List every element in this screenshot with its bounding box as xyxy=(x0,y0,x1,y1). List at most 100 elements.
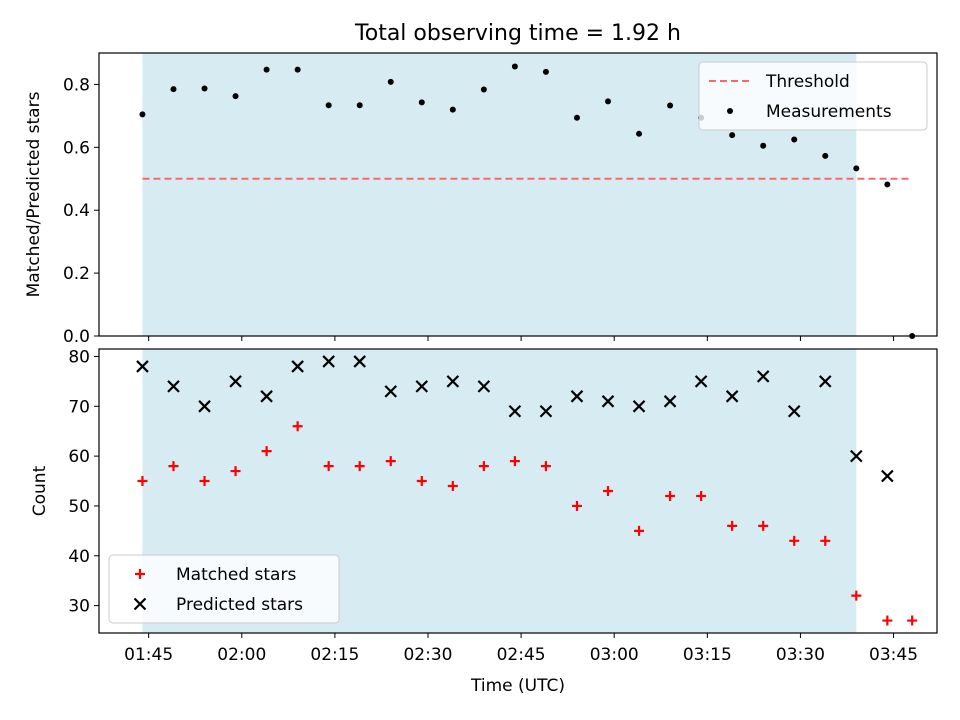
matched-star-point xyxy=(478,461,489,472)
predicted-star-point xyxy=(787,405,801,418)
predicted-star-point xyxy=(198,400,211,413)
measurement-point xyxy=(325,102,332,109)
matched-star-point xyxy=(882,615,893,626)
measurement-point xyxy=(418,99,425,106)
measurement-point xyxy=(170,86,177,93)
predicted-star-point xyxy=(353,355,366,368)
matched-star-point xyxy=(292,421,303,432)
matched-star-point xyxy=(230,466,241,477)
predicted-star-point xyxy=(539,405,553,418)
measurement-point xyxy=(822,152,829,159)
measurement-point xyxy=(853,165,860,172)
figure-title: Total observing time = 1.92 h xyxy=(354,21,681,46)
measurement-point xyxy=(201,85,208,92)
y-tick-label: 30 xyxy=(68,597,90,617)
y-tick-label: 0.0 xyxy=(63,327,90,347)
y-axis-label: Matched/Predicted stars xyxy=(24,91,44,297)
legend-predicted-swatch xyxy=(133,597,147,611)
x-tick-label: 03:45 xyxy=(869,645,918,665)
measurement-point xyxy=(232,93,239,100)
x-tick-label: 03:15 xyxy=(683,645,732,665)
legend: Threshold Measurements xyxy=(698,61,928,131)
matched-star-point xyxy=(758,520,769,531)
measurement-point xyxy=(573,114,580,121)
x-tick-label: 02:30 xyxy=(403,645,452,665)
predicted-star-point xyxy=(725,390,739,403)
predicted-star-point xyxy=(446,375,460,388)
y-tick-label: 50 xyxy=(68,497,90,517)
matched-star-point xyxy=(571,500,582,511)
matched-star-point xyxy=(603,486,614,496)
y-tick-label: 0.8 xyxy=(63,75,90,95)
measurement-point xyxy=(263,66,270,73)
measurement-point xyxy=(884,181,891,188)
predicted-star-point xyxy=(229,375,242,388)
y-tick-label: 70 xyxy=(68,397,90,417)
y-tick-label: 80 xyxy=(68,347,90,367)
predicted-star-point xyxy=(632,400,646,413)
predicted-star-point xyxy=(663,395,677,408)
predicted-star-point xyxy=(601,395,615,408)
predicted-star-point xyxy=(167,380,180,393)
predicted-star-point xyxy=(415,380,429,393)
predicted-star-point xyxy=(384,385,398,398)
matched-star-point xyxy=(509,456,520,467)
predicted-star-point xyxy=(291,360,304,373)
matched-star-point xyxy=(820,535,831,546)
measurement-point xyxy=(356,102,363,109)
y-tick-label: 0.2 xyxy=(63,264,90,284)
measurement-point xyxy=(667,102,674,109)
matched-star-point xyxy=(168,461,179,472)
measurement-point xyxy=(387,78,394,85)
measurement-point xyxy=(636,130,643,137)
measurement-point xyxy=(605,98,612,105)
predicted-star-point xyxy=(322,355,335,368)
measurement-point xyxy=(729,132,736,139)
measurement-point xyxy=(760,142,767,149)
y-tick-label: 0.6 xyxy=(63,138,90,158)
legend: Matched stars Predicted stars xyxy=(108,554,340,624)
matched-star-point xyxy=(696,490,707,501)
x-tick-label: 03:30 xyxy=(776,645,825,665)
matched-star-point xyxy=(354,461,365,472)
matched-star-point xyxy=(907,615,918,626)
measurement-point xyxy=(480,86,487,93)
y-axis-label: Count xyxy=(30,465,50,516)
legend-box xyxy=(108,554,340,624)
matched-star-point xyxy=(727,520,738,531)
y-tick-label: 60 xyxy=(68,447,90,467)
matched-star-point xyxy=(540,461,551,472)
matched-star-point xyxy=(634,525,645,536)
legend-box xyxy=(698,61,928,131)
matched-star-point xyxy=(416,476,427,487)
matched-star-point xyxy=(447,481,458,492)
matched-star-point xyxy=(261,446,272,457)
x-tick-label: 02:15 xyxy=(310,645,359,665)
measurement-point xyxy=(449,106,456,113)
legend-label: Matched stars xyxy=(176,565,296,585)
measurement-point xyxy=(294,66,301,73)
predicted-star-point xyxy=(570,390,584,403)
matched-star-point xyxy=(665,490,676,501)
plot-frame xyxy=(98,348,938,634)
y-tick-label: 40 xyxy=(68,547,90,567)
predicted-star-point xyxy=(136,360,149,373)
matched-star-point xyxy=(137,476,148,487)
matched-star-point xyxy=(199,476,210,487)
predicted-star-point xyxy=(756,370,770,383)
x-tick-label: 02:45 xyxy=(497,645,546,665)
legend-label: Predicted stars xyxy=(176,595,303,615)
predicted-star-point xyxy=(260,390,273,403)
x-tick-label: 02:00 xyxy=(217,645,266,665)
legend-measurements-swatch xyxy=(727,108,733,114)
predicted-star-point xyxy=(694,375,708,388)
predicted-star-point xyxy=(881,469,894,483)
x-tick-label: 01:45 xyxy=(124,645,173,665)
bottom-panel: 30 40 50 60 70 80 Count 01:45 02:00 02:15 02:30 02:… xyxy=(30,347,938,696)
matched-star-point xyxy=(323,461,334,472)
legend-label: Measurements xyxy=(766,102,892,122)
top-panel: 0.0 0.2 0.4 0.6 0.8 Matched/Predicted stars Th… xyxy=(24,52,938,347)
measurement-point xyxy=(139,111,146,118)
y-tick-label: 0.4 xyxy=(63,201,90,221)
